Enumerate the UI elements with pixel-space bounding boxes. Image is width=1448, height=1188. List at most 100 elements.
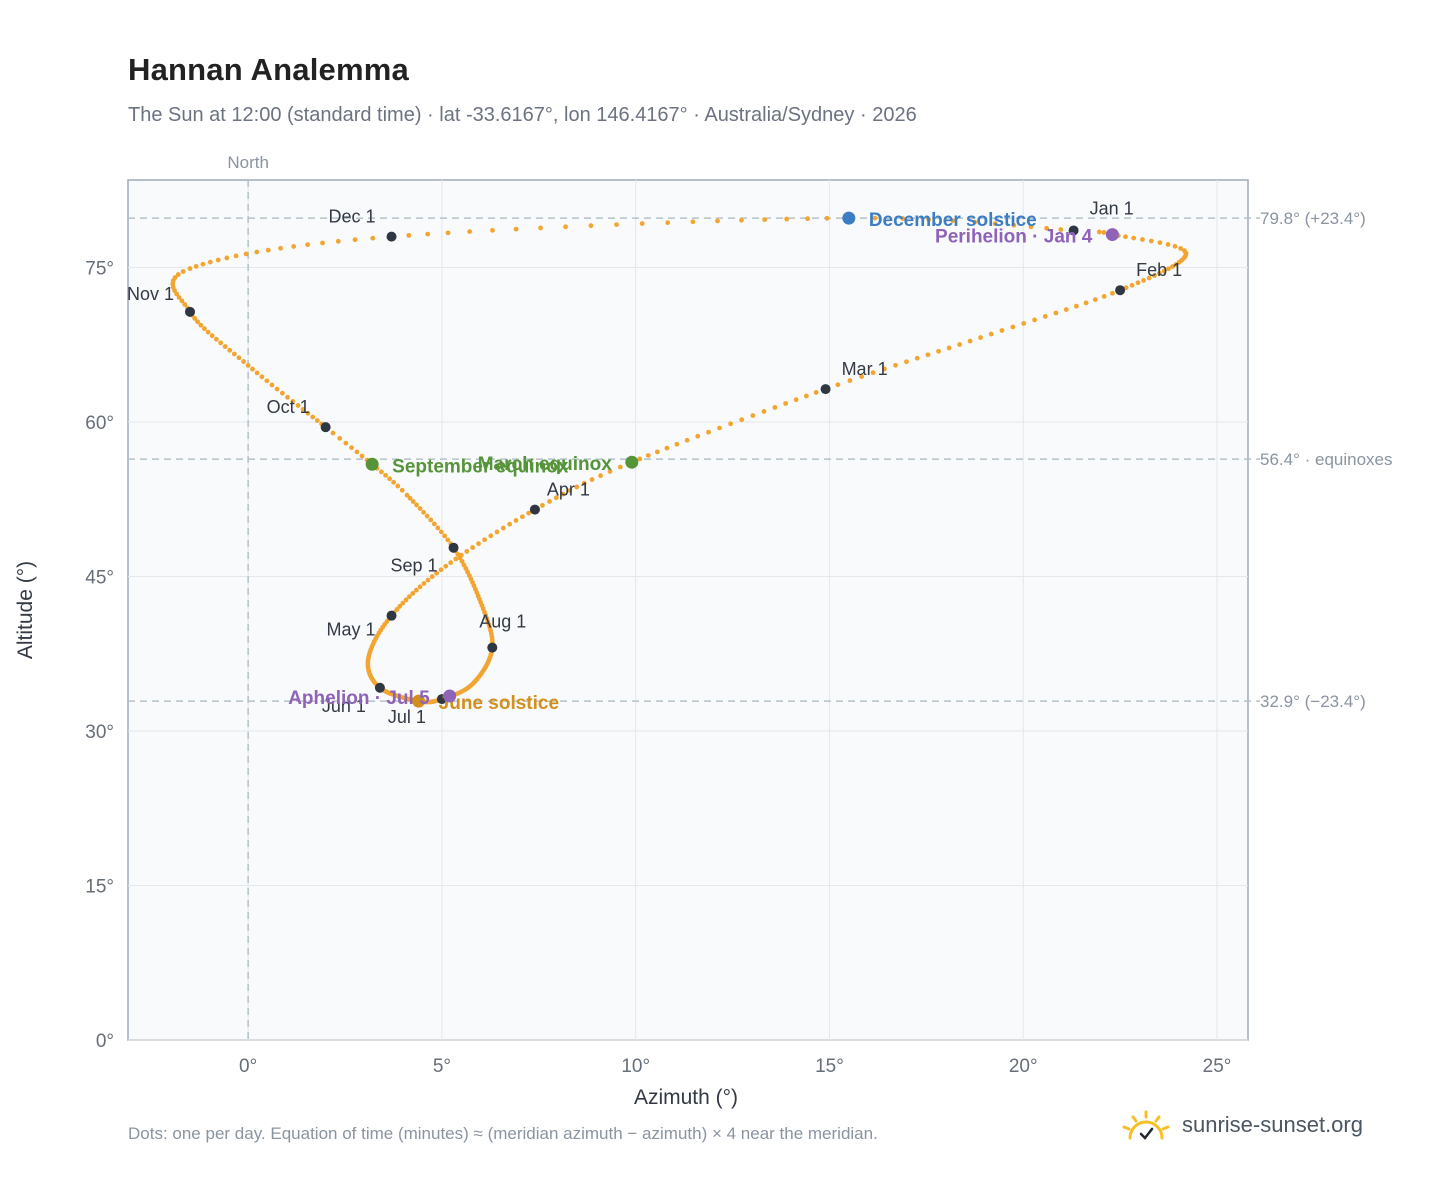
daily-sun-dot [1083, 300, 1089, 306]
daily-sun-dot [654, 449, 660, 455]
daily-sun-dot [598, 473, 603, 479]
daily-sun-dot [999, 328, 1005, 333]
daily-sun-dot [607, 469, 613, 474]
x-tick-label: 10° [621, 1056, 650, 1077]
daily-sun-dot [614, 222, 619, 228]
daily-sun-dot [992, 221, 998, 227]
daily-sun-dot [988, 331, 994, 337]
daily-sun-dot [370, 235, 376, 241]
daily-sun-dot [793, 397, 799, 403]
daily-sun-dot [490, 227, 495, 233]
daily-sun-dot [467, 229, 473, 234]
event-label: Perihelion · Jan 4 [935, 227, 1093, 248]
daily-sun-dot [205, 329, 211, 335]
daily-sun-dot [201, 326, 207, 332]
daily-sun-dot [391, 479, 397, 485]
daily-sun-dot [404, 492, 410, 498]
daily-sun-dot [1063, 307, 1069, 312]
daily-sun-dot [1170, 264, 1175, 269]
daily-sun-dot [400, 600, 406, 606]
daily-sun-dot [1166, 266, 1171, 272]
daily-sun-dot [772, 405, 778, 410]
reference-line-label: 32.9° (−23.4°) [1260, 692, 1366, 711]
x-tick-label: 25° [1203, 1056, 1232, 1077]
daily-sun-dot [1042, 314, 1048, 319]
daily-sun-dot [567, 488, 573, 493]
brand-logo[interactable]: sunrise-sunset.org [1120, 1100, 1363, 1150]
daily-sun-dot [352, 237, 358, 243]
daily-sun-dot [399, 487, 405, 493]
event-marker [625, 455, 639, 469]
y-tick-label: 75° [85, 259, 114, 280]
daily-sun-dot [448, 560, 454, 566]
daily-sun-dot [241, 359, 246, 364]
daily-sun-dot [494, 529, 500, 535]
daily-sun-dot [231, 351, 237, 357]
event-marker [365, 457, 379, 471]
y-tick-label: 15° [85, 877, 114, 898]
daily-sun-dot [526, 510, 532, 516]
month-label: Oct 1 [267, 397, 310, 417]
daily-sun-dot [1011, 222, 1017, 228]
daily-sun-dot [950, 218, 956, 224]
daily-sun-dot [417, 584, 423, 590]
daily-sun-dot [946, 345, 952, 351]
daily-sun-dot [464, 548, 470, 554]
daily-sun-dot [870, 370, 876, 376]
daily-sun-dot [1157, 270, 1162, 276]
month-label: May 1 [326, 620, 375, 640]
daily-sun-dot [1096, 229, 1102, 235]
daily-sun-dot [410, 499, 416, 504]
daily-sun-dot [406, 594, 412, 600]
month-label: Jan 1 [1090, 198, 1134, 218]
daily-sun-dot [285, 394, 291, 400]
daily-sun-dot [1165, 242, 1171, 247]
daily-sun-dot [403, 597, 409, 603]
daily-sun-dot [674, 441, 680, 447]
daily-sun-dot [476, 541, 481, 547]
daily-sun-dot [540, 502, 545, 508]
daily-sun-dot [305, 410, 311, 416]
daily-sun-dot [513, 226, 519, 232]
month-label: Mar 1 [842, 359, 888, 379]
daily-sun-dot [224, 255, 230, 261]
daily-sun-dot [278, 245, 283, 251]
daily-sun-dot [438, 529, 444, 535]
daily-sun-dot [1021, 321, 1027, 326]
daily-sun-dot [406, 232, 412, 238]
y-tick-label: 30° [85, 722, 114, 743]
daily-sun-dot [589, 477, 595, 482]
y-tick-label: 60° [85, 413, 114, 434]
daily-sun-dot [300, 407, 306, 412]
daily-sun-dot [684, 437, 690, 443]
daily-sun-dot [695, 433, 701, 439]
month-label: Apr 1 [547, 480, 590, 500]
daily-sun-dot [279, 390, 285, 396]
daily-sun-dot [264, 378, 270, 384]
daily-sun-dot [1010, 324, 1016, 330]
daily-sun-dot [397, 603, 403, 609]
y-axis-label: Altitude (°) [14, 561, 37, 659]
daily-sun-dot [222, 344, 228, 349]
daily-sun-dot [254, 249, 260, 255]
daily-sun-dot [421, 509, 426, 515]
daily-sun-dot [706, 429, 711, 435]
daily-sun-dot [359, 453, 365, 459]
daily-sun-dot [784, 216, 790, 222]
daily-sun-dot [1161, 268, 1167, 274]
daily-sun-dot [425, 231, 431, 237]
daily-sun-dot [428, 517, 434, 523]
daily-sun-dot [410, 591, 416, 596]
month-marker [529, 504, 540, 515]
daily-sun-dot [563, 224, 568, 230]
daily-sun-dot [383, 472, 388, 478]
y-tick-label: 45° [85, 568, 114, 589]
daily-sun-dot [803, 393, 809, 399]
daily-sun-dot [1129, 282, 1135, 288]
x-tick-label: 15° [815, 1056, 844, 1077]
daily-sun-dot [265, 247, 271, 253]
daily-sun-dot [750, 413, 756, 418]
daily-sun-dot [500, 525, 506, 531]
daily-sun-dot [295, 403, 301, 408]
daily-sun-dot [445, 537, 451, 543]
